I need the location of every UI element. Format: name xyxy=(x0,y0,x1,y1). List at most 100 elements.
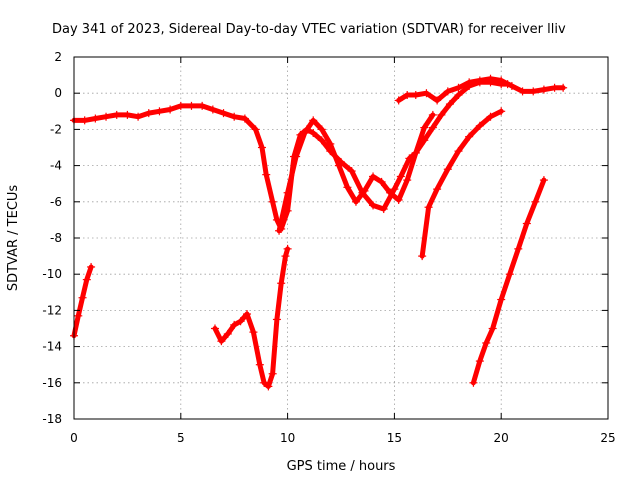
data-point xyxy=(249,328,258,337)
y-tick-label: -4 xyxy=(50,159,62,173)
data-point xyxy=(505,270,514,279)
data-point xyxy=(187,101,196,110)
data-point xyxy=(260,378,269,387)
data-point xyxy=(433,185,442,194)
data-point xyxy=(275,226,284,235)
data-point xyxy=(155,107,164,116)
y-tick-label: -14 xyxy=(42,340,62,354)
data-point xyxy=(351,197,360,206)
data-point xyxy=(550,83,559,92)
data-point xyxy=(317,136,326,145)
data-point xyxy=(454,83,463,92)
series-arc-2 xyxy=(275,110,437,235)
data-point xyxy=(347,167,356,176)
data-point xyxy=(236,317,245,326)
x-tick-label: 0 xyxy=(70,431,78,445)
data-point xyxy=(272,315,281,324)
data-point xyxy=(422,89,431,98)
data-point xyxy=(74,311,83,320)
data-point xyxy=(82,275,91,284)
data-point xyxy=(326,139,335,148)
data-point xyxy=(257,143,266,152)
y-tick-label: -8 xyxy=(50,231,62,245)
data-point xyxy=(454,91,463,100)
y-tick-label: -10 xyxy=(42,267,62,281)
data-point xyxy=(420,123,429,132)
data-point xyxy=(529,87,538,96)
data-point xyxy=(360,186,369,195)
x-tick-label: 20 xyxy=(494,431,509,445)
data-point xyxy=(283,188,292,197)
data-point xyxy=(281,252,290,261)
series-line xyxy=(71,79,511,232)
data-point xyxy=(497,295,506,304)
data-point xyxy=(486,112,495,121)
data-point xyxy=(369,172,378,181)
data-point xyxy=(497,76,506,85)
data-point xyxy=(539,176,548,185)
data-point xyxy=(268,369,277,378)
data-point xyxy=(144,109,153,118)
data-point xyxy=(411,148,420,157)
data-point xyxy=(411,91,420,100)
series-arc-3 xyxy=(418,107,506,261)
data-point xyxy=(482,338,491,347)
data-series xyxy=(70,74,568,391)
data-point xyxy=(465,132,474,141)
data-point xyxy=(210,324,219,333)
data-point xyxy=(454,147,463,156)
x-tick-label: 5 xyxy=(177,431,185,445)
data-point xyxy=(309,129,318,138)
data-point xyxy=(300,129,309,138)
y-tick-labels: 2 0 -2 -4 -6 -8 -10 -12 -14 -16 -18 xyxy=(42,50,62,426)
series-line xyxy=(419,108,504,259)
x-axis-label: GPS time / hours xyxy=(287,459,396,474)
series-line xyxy=(470,177,547,386)
series-arc-6 xyxy=(210,244,292,391)
x-tick-label: 10 xyxy=(280,431,295,445)
data-point xyxy=(277,279,286,288)
data-point xyxy=(264,382,273,391)
data-point xyxy=(80,116,89,125)
data-point xyxy=(240,114,249,123)
y-tick-label: -18 xyxy=(42,412,62,426)
data-point xyxy=(428,123,437,132)
data-point xyxy=(208,105,217,114)
data-point xyxy=(309,116,318,125)
data-point xyxy=(334,161,343,170)
series-arc-4 xyxy=(394,74,568,105)
data-point xyxy=(469,378,478,387)
data-point xyxy=(433,96,442,105)
data-point xyxy=(475,121,484,130)
data-point xyxy=(198,101,207,110)
data-point xyxy=(390,185,399,194)
data-point xyxy=(283,244,292,253)
data-point xyxy=(507,81,516,90)
data-point xyxy=(343,183,352,192)
data-point xyxy=(251,125,260,134)
x-tick-label: 25 xyxy=(600,431,615,445)
data-point xyxy=(403,91,412,100)
chart-title: Day 341 of 2023, Sidereal Day-to-day VTE… xyxy=(52,22,566,37)
data-point xyxy=(394,195,403,204)
data-point xyxy=(518,87,527,96)
data-point xyxy=(465,78,474,87)
data-point xyxy=(394,96,403,105)
data-point xyxy=(317,125,326,134)
data-point xyxy=(91,114,100,123)
y-tick-label: -6 xyxy=(50,195,62,209)
data-point xyxy=(379,205,388,214)
data-point xyxy=(176,101,185,110)
data-point xyxy=(475,357,484,366)
data-point xyxy=(292,152,301,161)
data-point xyxy=(112,110,121,119)
series-line xyxy=(396,76,566,103)
data-point xyxy=(87,262,96,271)
y-tick-label: 0 xyxy=(54,86,62,100)
y-tick-label: 2 xyxy=(54,50,62,64)
data-point xyxy=(445,100,454,109)
data-point xyxy=(230,320,239,329)
y-tick-label: -16 xyxy=(42,376,62,390)
data-point xyxy=(230,112,239,121)
